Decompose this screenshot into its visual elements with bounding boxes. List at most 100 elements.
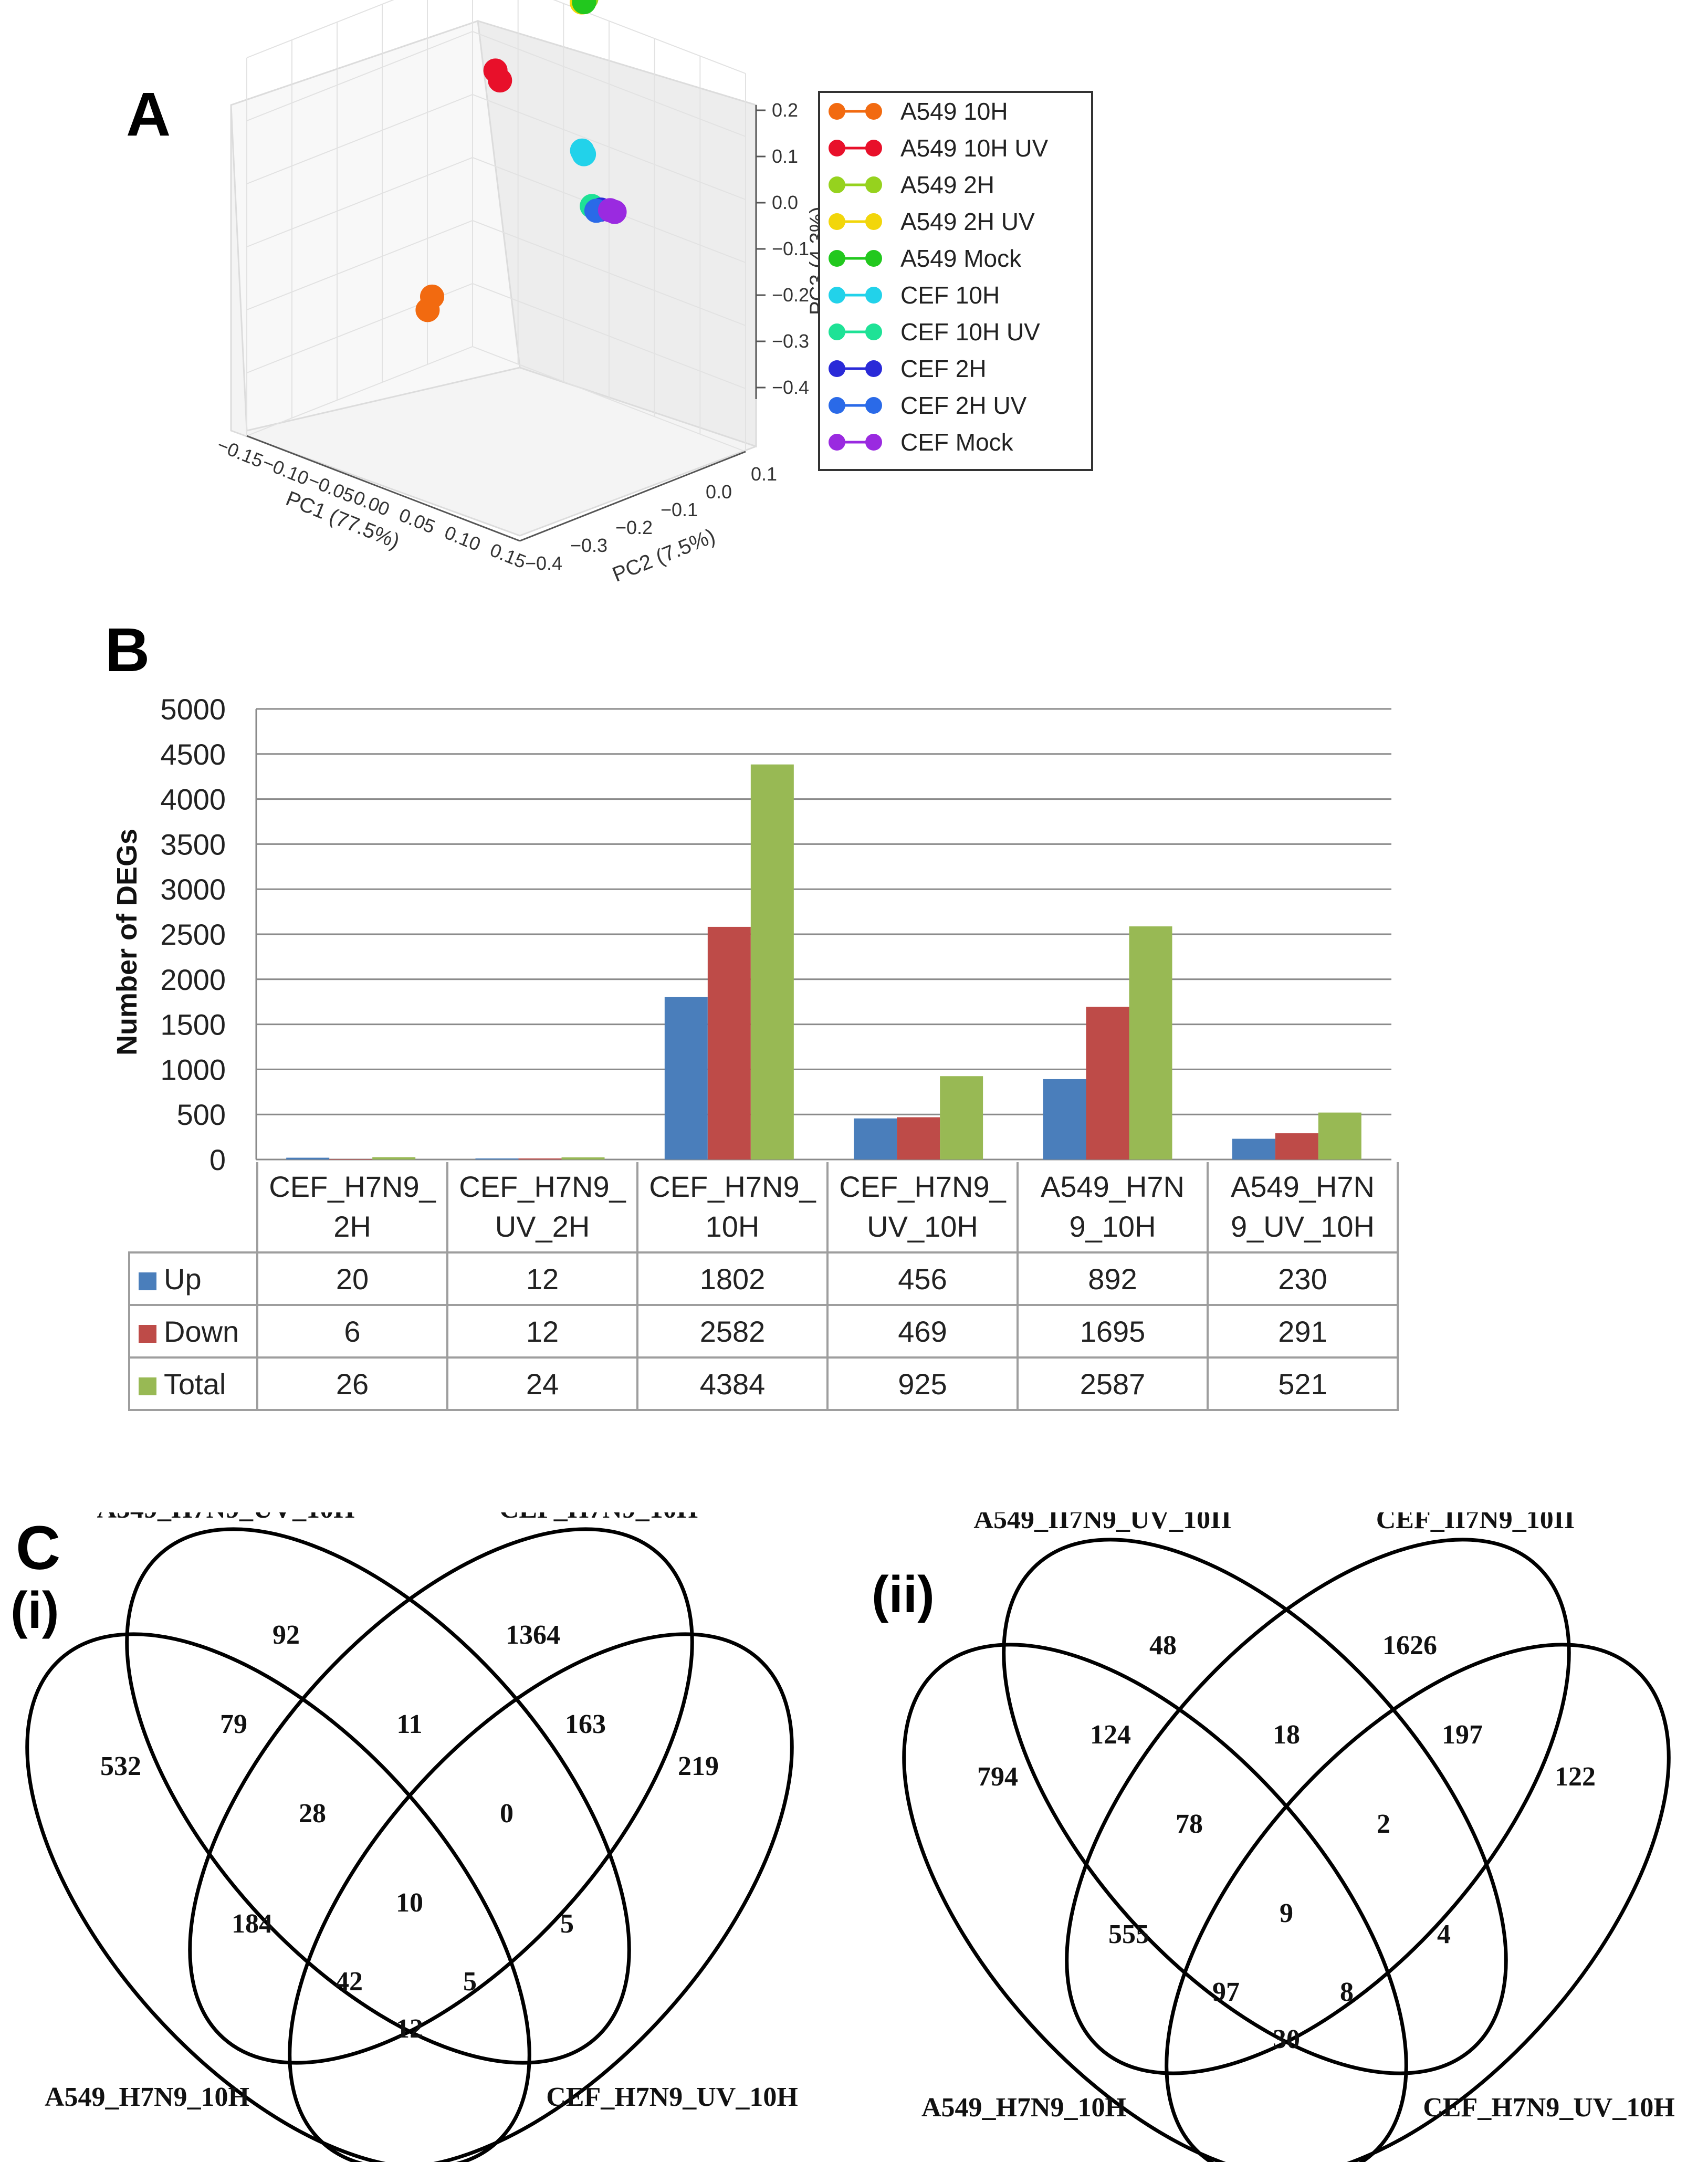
- venn-region-count: 794: [977, 1762, 1018, 1792]
- pca-legend-label: A549 2H: [900, 171, 994, 199]
- table-row: Down 6 12 2582 469 1695 291: [128, 1304, 1399, 1359]
- bar-series: [286, 764, 1361, 1160]
- pca-legend-label: CEF 10H UV: [900, 318, 1040, 346]
- table-cell: 6: [256, 1304, 448, 1359]
- table-cell: 26: [256, 1356, 448, 1411]
- bar-down-3: [897, 1117, 940, 1160]
- pca-legend-label: A549 10H UV: [900, 134, 1049, 162]
- table-cell: 892: [1017, 1251, 1209, 1306]
- pca-legend-marker: [829, 103, 845, 120]
- pca-x-tick-label: 0.15: [487, 539, 529, 572]
- table-row: Total 26 24 4384 925 2587 521: [128, 1356, 1399, 1411]
- venn-region-count: 9: [1280, 1898, 1293, 1928]
- table-cell: 20: [256, 1251, 448, 1306]
- venn-set-label: A549_H7N9_10H: [45, 2082, 249, 2112]
- venn-region-count: 5: [560, 1909, 574, 1939]
- table-row: Up 20 12 1802 456 892 230: [128, 1251, 1399, 1306]
- table-category-header: A549_H7N 9_10H: [1017, 1162, 1209, 1254]
- legend-up: Up: [128, 1251, 258, 1306]
- venn-region-count: 79: [220, 1709, 247, 1739]
- venn-ellipse: [1002, 1538, 1508, 2075]
- venn-region-count: 2: [1377, 1809, 1390, 1839]
- table-cell: 521: [1207, 1356, 1399, 1411]
- venn-region-count: 18: [1273, 1720, 1300, 1750]
- pca-legend-marker: [865, 434, 882, 451]
- pca-z-tick-label: −0.4: [772, 377, 809, 398]
- pca-legend-marker: [865, 360, 882, 377]
- pca-legend-label: A549 Mock: [900, 245, 1022, 272]
- venn-region-count: 78: [1176, 1809, 1203, 1839]
- bar-y-tick-label: 3500: [160, 828, 226, 861]
- panel-b-letter: B: [105, 615, 150, 685]
- pca-z-tick-label: 0.0: [772, 192, 798, 213]
- table-header-row: CEF_H7N9_ 2H CEF_H7N9_ UV_2H CEF_H7N9_ 10H …: [129, 1162, 1399, 1254]
- pca-z-tick-label: −0.1: [772, 238, 809, 259]
- pca-legend-box: [818, 91, 1093, 471]
- pca-point: [415, 298, 440, 322]
- table-cell: 291: [1207, 1304, 1399, 1359]
- pca-y-tick-label: −0.2: [615, 517, 653, 538]
- pca-legend-marker: [829, 140, 845, 156]
- bar-y-tick-label: 1000: [160, 1053, 226, 1086]
- pca-point: [572, 142, 596, 166]
- bar-total-4: [1129, 926, 1172, 1160]
- venn-set-label: CEF_H7N9_UV_10H: [1423, 2093, 1675, 2123]
- bar-up-5: [1232, 1139, 1275, 1160]
- pca-y-tick-label: −0.1: [661, 499, 698, 520]
- pca-legend: A549 10H A549 10H UV A549 2H A549 2H UV A549…: [829, 98, 1049, 456]
- venn-region-count: 0: [500, 1799, 514, 1829]
- pca-legend-marker: [865, 140, 882, 156]
- table-cell: 230: [1207, 1251, 1399, 1306]
- table-cell: 1802: [636, 1251, 829, 1306]
- bar-up-1: [475, 1158, 519, 1160]
- bar-total-1: [561, 1157, 605, 1160]
- pca-point: [602, 200, 627, 224]
- venn-region-count: 184: [232, 1909, 273, 1939]
- pca-legend-label: CEF 10H: [900, 281, 1000, 309]
- pca-legend-marker: [829, 434, 845, 451]
- pca-legend-marker: [829, 213, 845, 230]
- pca-grid-line: [246, 0, 746, 74]
- bar-y-tick-labels: 0 500 1000 1500 2000 2500 3000 3500 4000 4500 5000: [160, 693, 226, 1176]
- pca-legend-marker: [829, 250, 845, 267]
- venn-region-count: 11: [396, 1709, 422, 1739]
- venn-region-count: 42: [336, 1967, 363, 1997]
- pca-axes-box: [230, 19, 757, 537]
- venn-set-label: A549_H7N9_UV_10H: [97, 1512, 354, 1524]
- deg-data-table: CEF_H7N9_ 2H CEF_H7N9_ UV_2H CEF_H7N9_ 10H …: [128, 1162, 1399, 1411]
- venn-region-count: 48: [1149, 1631, 1177, 1660]
- venn-region-count: 532: [100, 1751, 141, 1781]
- table-category-header: CEF_H7N9_ 10H: [636, 1162, 829, 1254]
- pca-y-tick-label: 0.0: [706, 481, 732, 503]
- pca-legend-marker: [829, 176, 845, 193]
- pca-legend-marker: [865, 323, 882, 340]
- pca-y-tick-label: 0.1: [751, 463, 777, 485]
- venn-region-count: 197: [1442, 1720, 1483, 1750]
- panel-c-ii-label: (ii): [872, 1565, 935, 1623]
- pca-legend-marker: [865, 287, 882, 304]
- pca-z-tick-label: −0.3: [772, 330, 809, 352]
- venn-ellipse: [188, 1527, 694, 2065]
- bar-y-tick-label: 4000: [160, 783, 226, 816]
- venn-diagram-i: 92 1364 532 219 79 11 163 28 0 184 10 5 42 5 12 A549_H7…: [25, 1512, 798, 2162]
- pca-y-tick-label: −0.3: [570, 535, 607, 556]
- bar-total-2: [750, 764, 794, 1160]
- bar-total-3: [940, 1076, 983, 1160]
- panel-a-letter: A: [126, 80, 171, 149]
- pca-legend-marker: [865, 176, 882, 193]
- pca-legend-marker: [865, 397, 882, 414]
- pca-legend-marker: [865, 103, 882, 120]
- table-category-header: CEF_H7N9_ UV_10H: [826, 1162, 1019, 1254]
- bar-down-0: [329, 1158, 373, 1160]
- venn-ellipse: [1065, 1538, 1571, 2075]
- bar-y-axis-label: Number of DEGs: [111, 829, 143, 1056]
- pca-outer-axes: [246, 105, 757, 542]
- table-cell: 2582: [636, 1304, 829, 1359]
- pca-legend-marker: [865, 213, 882, 230]
- venn-region-count: 1364: [506, 1620, 560, 1650]
- pca-point: [488, 68, 512, 93]
- table-cell: 12: [446, 1304, 638, 1359]
- venn-region-count: 163: [565, 1709, 606, 1739]
- venn-region-count: 10: [396, 1888, 423, 1918]
- venn-region-count: 219: [678, 1751, 719, 1781]
